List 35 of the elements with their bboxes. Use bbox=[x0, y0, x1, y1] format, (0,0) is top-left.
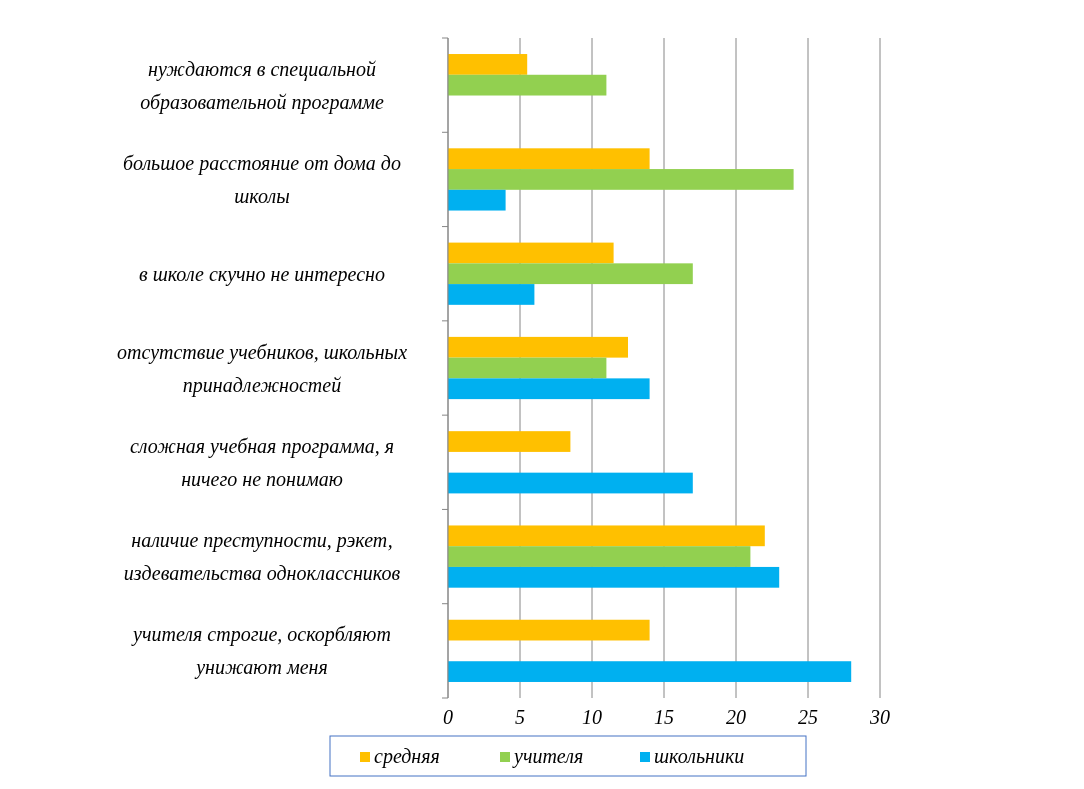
bar bbox=[448, 431, 571, 452]
bar bbox=[448, 336, 628, 358]
y-tick-label: нуждаются в специальной образовательной программе bbox=[140, 57, 384, 114]
bar bbox=[448, 525, 765, 547]
y-tick-label: наличие преступности, рэкет, издевательства одноклассников bbox=[123, 529, 401, 585]
bar bbox=[448, 169, 794, 190]
bar bbox=[448, 566, 780, 588]
y-tick-label: учителя строгие, оскорбляют унижают меня bbox=[131, 623, 391, 680]
bar bbox=[448, 619, 650, 641]
bar bbox=[448, 74, 607, 96]
x-tick-label: 20 bbox=[726, 706, 746, 728]
y-tick-label: сложная учебная программа, я ничего не понимаю bbox=[129, 434, 395, 490]
bar bbox=[448, 189, 506, 211]
x-tick-label: 25 bbox=[798, 706, 818, 728]
bar bbox=[448, 242, 614, 264]
legend-label: учителя bbox=[512, 745, 584, 768]
legend-label: школьники bbox=[654, 745, 745, 767]
bar bbox=[448, 546, 751, 567]
bar bbox=[448, 472, 693, 494]
x-tick-label: 30 bbox=[869, 706, 890, 728]
bar bbox=[448, 378, 650, 400]
bar bbox=[448, 357, 607, 379]
x-tick-label: 10 bbox=[582, 706, 602, 728]
y-tick-label: в школе скучно не интересно bbox=[139, 262, 385, 286]
y-tick-label: большое расстояние от дома до школы bbox=[123, 151, 401, 207]
x-tick-label: 0 bbox=[443, 706, 453, 728]
bar bbox=[448, 661, 852, 682]
x-tick-label: 15 bbox=[654, 706, 674, 728]
x-tick-label: 5 bbox=[515, 706, 525, 728]
y-tick-label: отсутствие учебников, школьных принадлежностей bbox=[116, 340, 408, 397]
bar bbox=[448, 284, 535, 305]
bar bbox=[448, 148, 650, 170]
bar bbox=[448, 54, 528, 75]
bar bbox=[448, 263, 693, 285]
legend-label: средняя bbox=[374, 745, 440, 768]
